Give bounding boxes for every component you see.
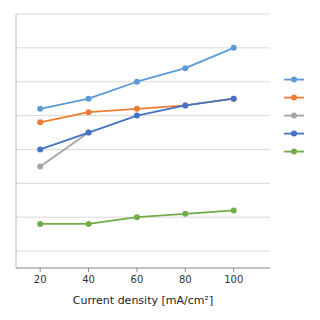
legend-dot xyxy=(291,95,297,101)
legend xyxy=(284,77,304,155)
point xyxy=(37,106,43,112)
x-axis-line xyxy=(16,268,270,269)
x-tick xyxy=(136,268,137,272)
legend-swatch xyxy=(284,131,304,137)
legend-swatch xyxy=(284,77,304,83)
point xyxy=(182,102,188,108)
x-tick-label: 60 xyxy=(131,274,144,285)
point xyxy=(231,45,237,51)
y-axis-line xyxy=(16,14,17,268)
grid-line xyxy=(16,115,270,116)
x-tick-label: 40 xyxy=(82,274,95,285)
point xyxy=(37,221,43,227)
point xyxy=(37,163,43,169)
point xyxy=(86,130,92,136)
x-tick xyxy=(185,268,186,272)
point xyxy=(231,96,237,102)
legend-swatch xyxy=(284,149,304,155)
x-tick xyxy=(88,268,89,272)
legend-dot xyxy=(291,131,297,137)
grid-line xyxy=(16,14,270,15)
grid-line xyxy=(16,251,270,252)
point xyxy=(134,113,140,119)
grid-line xyxy=(16,183,270,184)
plot-area xyxy=(37,45,237,227)
point xyxy=(182,211,188,217)
series-line xyxy=(40,99,234,150)
legend-swatch xyxy=(284,113,304,119)
point xyxy=(37,146,43,152)
legend-dot xyxy=(291,77,297,83)
point xyxy=(134,106,140,112)
grid-line xyxy=(16,149,270,150)
point xyxy=(182,102,188,108)
legend-swatch xyxy=(284,95,304,101)
x-tick-label: 100 xyxy=(224,274,243,285)
point xyxy=(231,207,237,213)
x-tick xyxy=(233,268,234,272)
x-tick xyxy=(40,268,41,272)
x-axis-label: Current density [mA/cm²] xyxy=(73,294,213,307)
legend-dot xyxy=(291,113,297,119)
point xyxy=(231,96,237,102)
point xyxy=(134,214,140,220)
series-line xyxy=(40,210,234,224)
point xyxy=(86,109,92,115)
point xyxy=(86,130,92,136)
x-tick-label: 20 xyxy=(34,274,47,285)
point xyxy=(182,65,188,71)
chart: 20 40 60 80 100 Current density [mA/cm²] xyxy=(0,0,320,320)
x-tick-label: 80 xyxy=(179,274,192,285)
series-line xyxy=(40,133,88,167)
point xyxy=(86,221,92,227)
legend-dot xyxy=(291,149,297,155)
point xyxy=(37,119,43,125)
point xyxy=(86,96,92,102)
grid-line xyxy=(16,81,270,82)
point xyxy=(134,79,140,85)
series-line xyxy=(40,48,234,109)
